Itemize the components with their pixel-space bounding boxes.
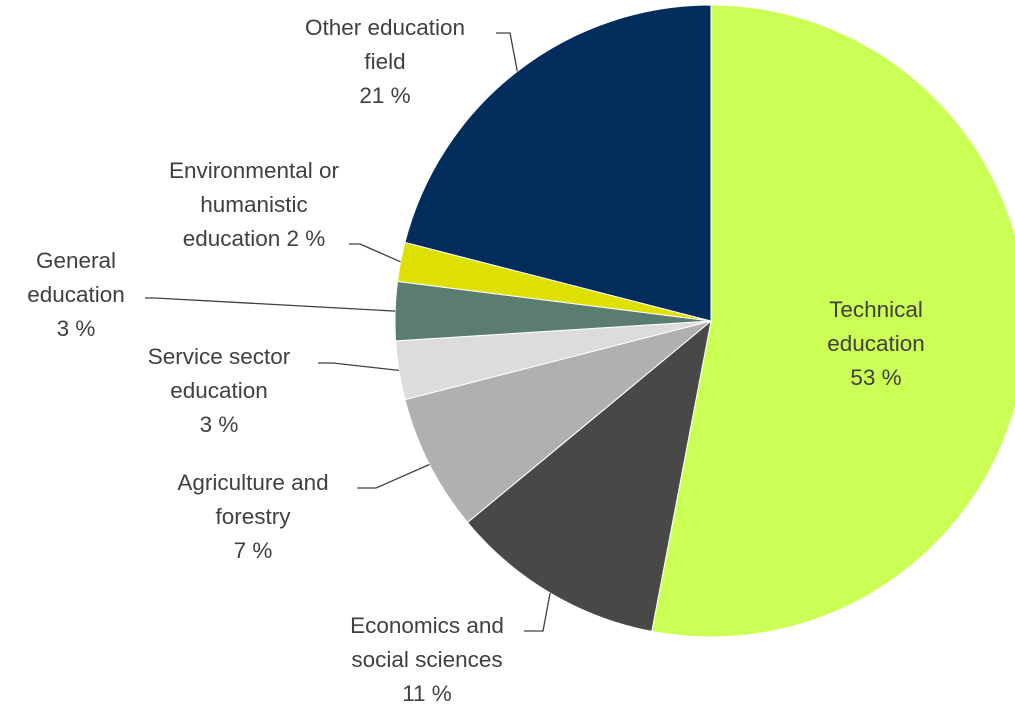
slice-label-line: 11 % [402, 681, 452, 705]
slice-label-line: 3 % [57, 316, 96, 341]
slice-label-environmental-or-humanistic-education: Environmental or humanistic education 2 % [169, 158, 340, 251]
slice-label-line: social sciences [351, 647, 502, 672]
slice-label-technical-education: Technical education 53 % [827, 297, 925, 390]
slice-label-line: 21 % [359, 83, 410, 108]
pie-slice-economics-and-social-sciences [466, 319, 712, 632]
slice-label-general-education: General education 3 % [27, 248, 125, 341]
slice-label-other-education-field: Other education field 21 % [305, 15, 465, 108]
leader-line-agriculture-and-forestry [357, 463, 430, 489]
slice-labels: Technical education 53 % Economics and socia… [27, 15, 925, 705]
slice-label-line: Agriculture and [177, 470, 328, 495]
slice-label-agriculture-and-forestry: Agriculture and forestry 7 % [177, 470, 328, 563]
leader-line-general-education [145, 297, 396, 312]
slice-label-line: Environmental or [169, 158, 340, 183]
slice-label-line: 7 % [234, 538, 273, 563]
slice-label-line: Other education [305, 15, 465, 40]
slice-label-line: forestry [215, 504, 291, 529]
slice-label-line: Technical [829, 297, 923, 322]
pie-slices [394, 4, 1015, 638]
pie-slice-other-education-field [404, 4, 712, 322]
pie-slice-agriculture-and-forestry [404, 320, 712, 524]
slice-label-service-sector-education: Service sector education 3 % [148, 344, 291, 437]
slice-label-line: education [27, 282, 125, 307]
leader-line-other-education-field [496, 32, 518, 72]
slice-label-line: education 2 % [183, 226, 326, 251]
slice-label-line: Economics and [350, 613, 504, 638]
slice-label-line: field [364, 49, 405, 74]
slice-label-economics-and-social-sciences: Economics and social sciences 11 % [350, 613, 504, 705]
slice-label-line: education [170, 378, 268, 403]
leader-line-service-sector-education [318, 362, 399, 372]
slice-label-line: education [827, 331, 925, 356]
leader-lines [145, 32, 551, 632]
pie-slice-technical-education [651, 4, 1015, 638]
slice-label-line: 53 % [850, 365, 901, 390]
slice-label-line: General [36, 248, 116, 273]
slice-label-line: Service sector [148, 344, 291, 369]
slice-label-line: 3 % [200, 412, 239, 437]
slice-label-line: humanistic [200, 192, 308, 217]
leader-line-environmental-or-humanistic-education [349, 243, 401, 263]
leader-line-economics-and-social-sciences [524, 592, 551, 632]
